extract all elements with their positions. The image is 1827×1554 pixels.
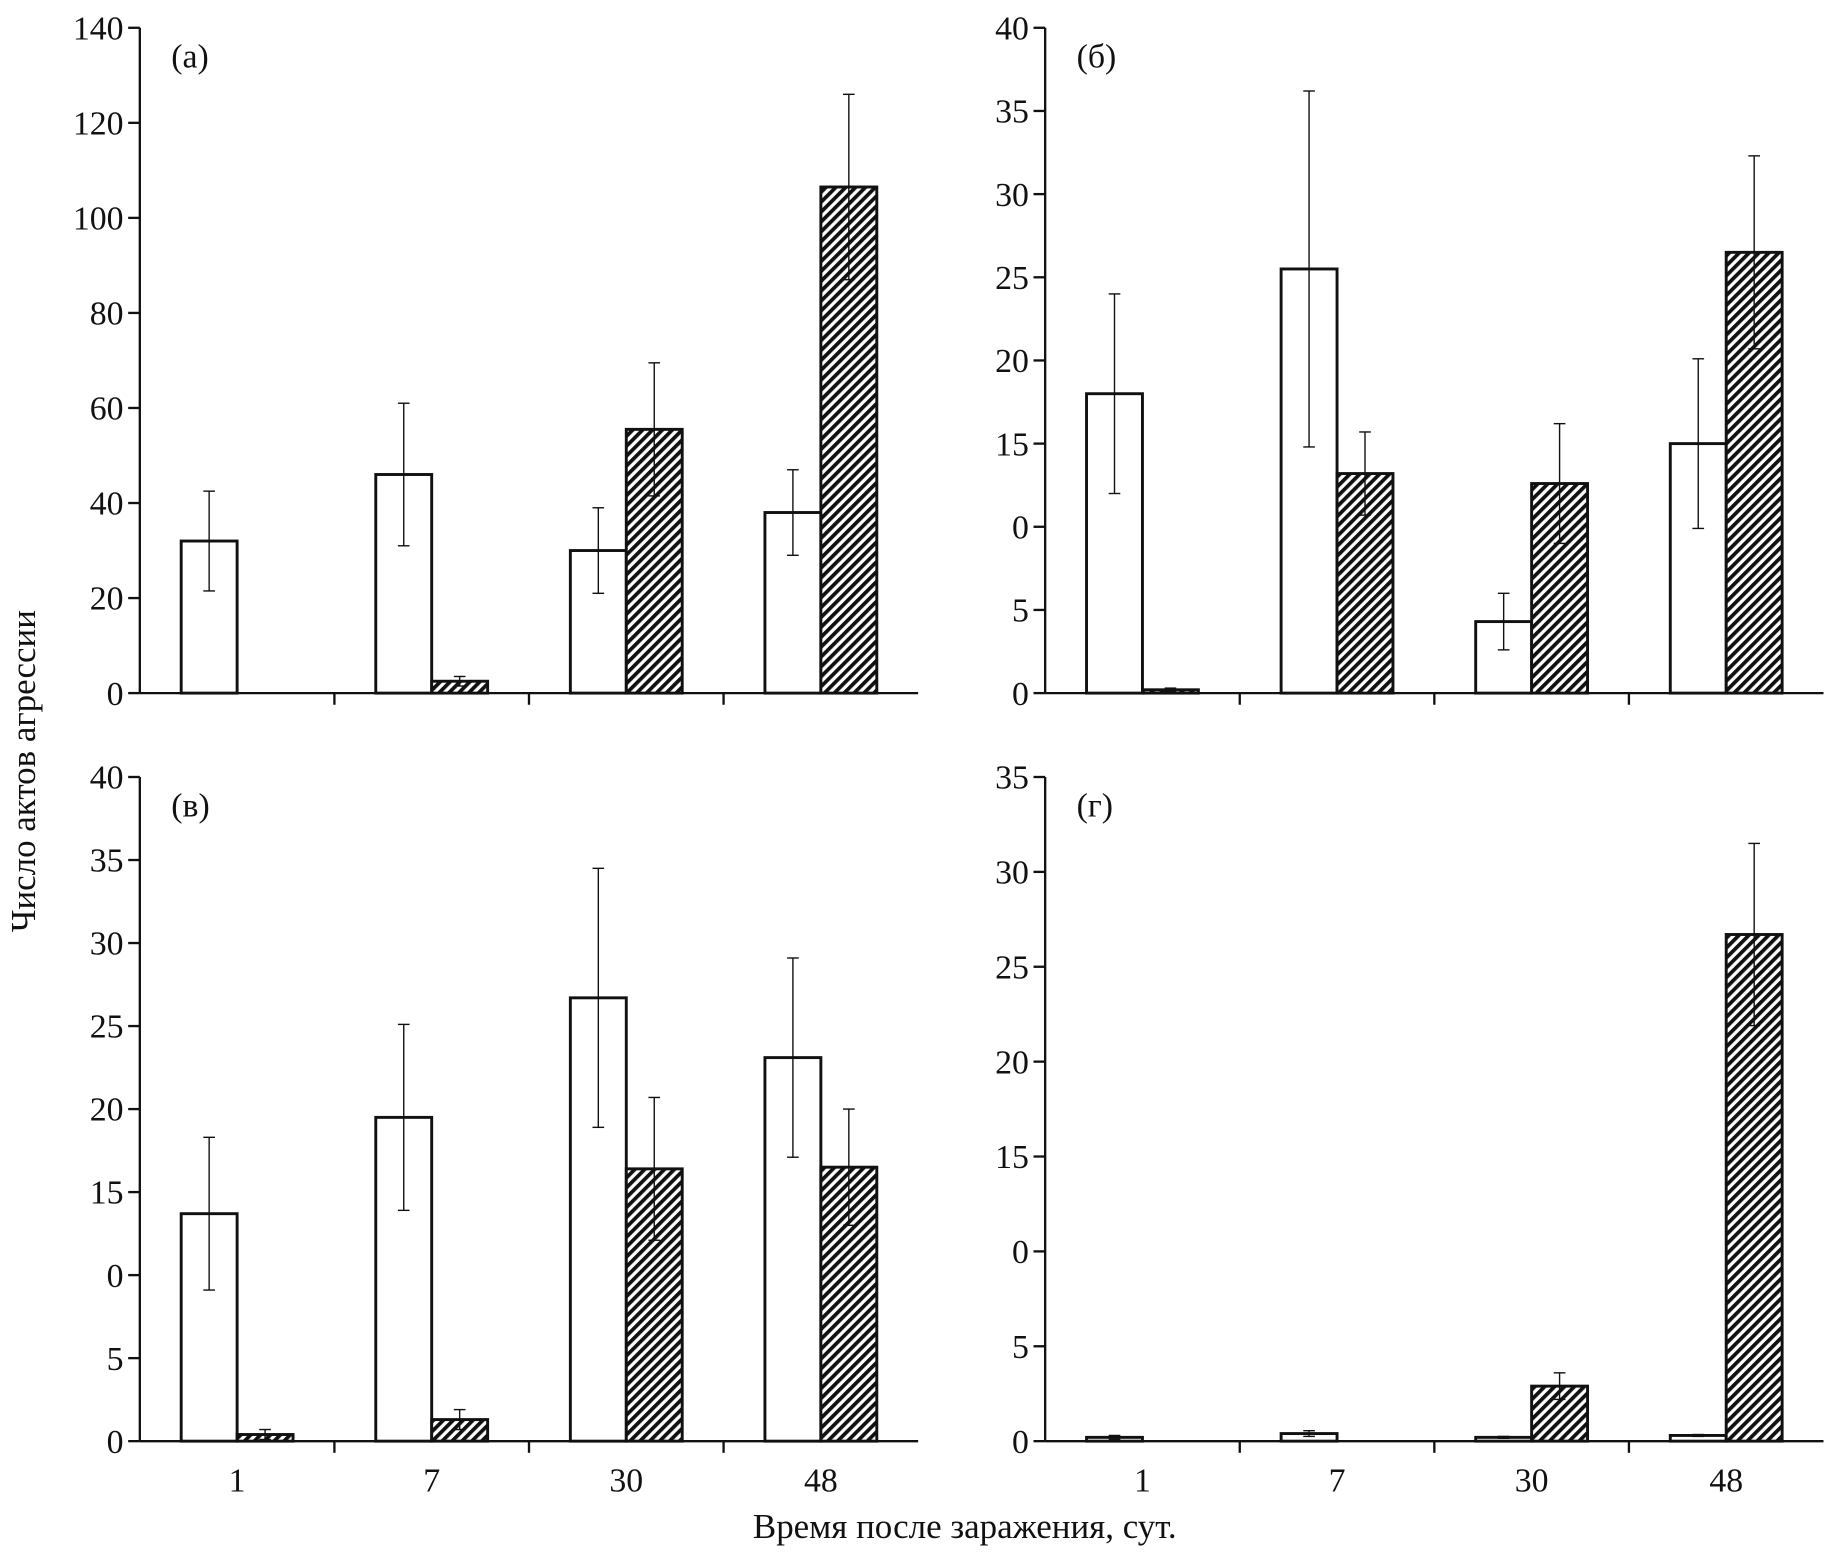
y-tick-label: 0 <box>1012 509 1029 546</box>
panel-label: (а) <box>171 38 209 75</box>
x-tick-label: 30 <box>609 1462 643 1499</box>
y-tick-label: 40 <box>90 486 124 523</box>
y-tick-label: 80 <box>90 296 124 333</box>
y-axis-label: Число актов агрессии <box>4 610 43 932</box>
y-tick-label: 30 <box>995 177 1029 214</box>
panel-3: 0 5 0 15 20 25 30 35 40 1 7 30 48 (в) <box>90 760 919 1499</box>
y-tick-label: 35 <box>995 760 1029 797</box>
y-tick-label: 5 <box>1012 593 1029 630</box>
y-tick-label: 20 <box>90 581 124 618</box>
x-tick-label: 1 <box>1134 1462 1151 1499</box>
y-tick-label: 20 <box>995 343 1029 380</box>
x-tick-label: 48 <box>804 1462 838 1499</box>
y-tick-label: 40 <box>90 760 124 797</box>
y-tick-label: 35 <box>995 94 1029 131</box>
y-tick-label: 140 <box>73 10 124 47</box>
y-tick-label: 25 <box>90 1009 124 1046</box>
y-tick-label: 0 <box>107 1258 124 1295</box>
y-tick-label: 100 <box>73 201 124 238</box>
panel-4: 0 5 0 15 20 25 30 35 1 7 30 48 (г) <box>995 760 1824 1499</box>
y-tick-label: 60 <box>90 391 124 428</box>
y-tick-label: 40 <box>995 10 1029 47</box>
panel-1: 0 20 40 60 80 100 120 140 (а) <box>73 10 919 713</box>
panel-label: (б) <box>1077 38 1117 75</box>
y-tick-label: 0 <box>1012 676 1029 713</box>
y-tick-label: 20 <box>90 1092 124 1129</box>
y-tick-label: 0 <box>107 1424 124 1461</box>
panel-2: 0 5 0 15 20 25 30 35 40 (б) <box>995 10 1824 713</box>
y-tick-label: 5 <box>107 1341 124 1378</box>
x-axis-label: Время после заражения, сут. <box>753 1507 1177 1546</box>
panel-label: (в) <box>171 788 209 825</box>
y-tick-label: 120 <box>73 105 124 142</box>
y-tick-label: 0 <box>107 676 124 713</box>
x-tick-label: 48 <box>1709 1462 1743 1499</box>
y-tick-label: 15 <box>995 426 1029 463</box>
x-tick-label: 1 <box>229 1462 246 1499</box>
x-tick-label: 7 <box>1329 1462 1346 1499</box>
y-tick-label: 20 <box>995 1044 1029 1081</box>
y-tick-label: 5 <box>1012 1329 1029 1366</box>
x-tick-label: 7 <box>423 1462 440 1499</box>
x-tick-label: 30 <box>1515 1462 1549 1499</box>
white-bar <box>179 539 239 695</box>
y-tick-label: 25 <box>995 949 1029 986</box>
y-tick-label: 25 <box>995 260 1029 297</box>
y-tick-label: 0 <box>1012 1424 1029 1461</box>
y-tick-label: 35 <box>90 843 124 880</box>
y-tick-label: 0 <box>1012 1234 1029 1271</box>
y-tick-label: 15 <box>995 1139 1029 1176</box>
y-tick-label: 30 <box>90 926 124 963</box>
panel-label: (г) <box>1077 788 1113 825</box>
y-tick-label: 15 <box>90 1175 124 1212</box>
y-tick-label: 30 <box>995 855 1029 892</box>
